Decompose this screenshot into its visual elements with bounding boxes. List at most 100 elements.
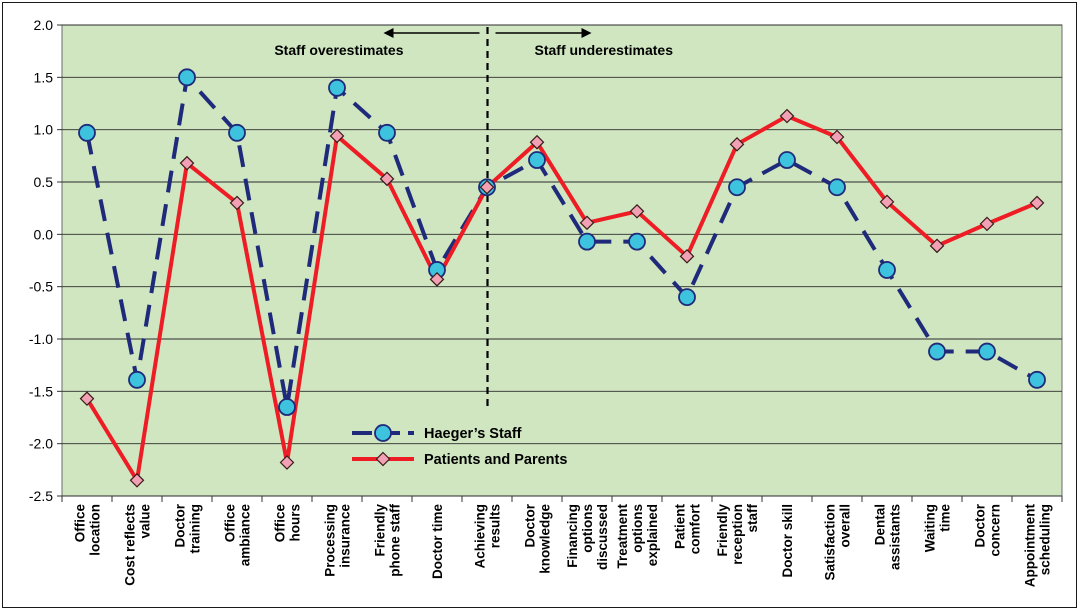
patients-point bbox=[779, 108, 795, 124]
x-tick-label-line: hours bbox=[288, 504, 303, 542]
patients-point bbox=[529, 134, 545, 150]
x-tick-label-line: Achieving bbox=[473, 504, 488, 569]
x-tick-label-line: concern bbox=[988, 504, 1003, 557]
staff-point bbox=[278, 398, 296, 416]
annotation-right: Staff underestimates bbox=[535, 42, 674, 58]
staff-point bbox=[628, 232, 646, 251]
legend-label: Patients and Parents bbox=[424, 452, 567, 468]
y-tick-label: -1.0 bbox=[29, 331, 53, 347]
staff-point bbox=[878, 261, 896, 279]
staff-point bbox=[728, 178, 746, 197]
patients-point bbox=[279, 455, 295, 470]
y-tick-label: 2.0 bbox=[34, 17, 54, 33]
x-tick-label: Friendly phone staff bbox=[373, 503, 403, 576]
staff-point bbox=[978, 342, 996, 361]
patients-point bbox=[129, 472, 145, 488]
patients-point bbox=[679, 248, 695, 264]
x-tick-label: Doctor time bbox=[430, 504, 445, 580]
x-tick-label-line: assistants bbox=[888, 504, 903, 570]
series-line bbox=[85, 75, 1038, 410]
patients-point bbox=[479, 179, 495, 195]
x-tick-label-line: Waiting bbox=[923, 504, 938, 552]
patients-point bbox=[229, 195, 245, 211]
staff-point bbox=[528, 151, 546, 169]
y-tick-label: 0.0 bbox=[34, 226, 54, 242]
staff-point bbox=[778, 151, 796, 169]
x-tick-label: Appointment scheduling bbox=[1023, 504, 1053, 588]
y-tick-label: -0.5 bbox=[29, 279, 53, 295]
staff-point bbox=[1028, 370, 1046, 389]
staff-point bbox=[928, 342, 946, 361]
x-tick-label: Financing options discussed bbox=[565, 504, 610, 570]
x-tick-label-line: training bbox=[188, 504, 203, 554]
x-tick-label: Office ambiance bbox=[223, 504, 253, 567]
x-tick-label-line: explained bbox=[645, 504, 660, 566]
y-tick-label: -1.5 bbox=[29, 383, 53, 399]
x-tick-label-line: results bbox=[488, 504, 503, 548]
x-tick-label-line: knowledge bbox=[538, 504, 553, 574]
patients-point bbox=[629, 203, 645, 219]
x-tick-label: Doctor knowledge bbox=[523, 503, 553, 574]
x-tick-label-line: Cost reflects bbox=[123, 504, 138, 586]
patients-point bbox=[879, 194, 895, 210]
y-axis: 2.0 1.5 1.0 0.5 0.0 -0.5 -1.0 -1.5 -2.0 -2.5 bbox=[29, 17, 62, 504]
x-tick-label: Treatment options explained bbox=[615, 504, 660, 569]
staff-point bbox=[328, 78, 346, 97]
x-tick-label-line: Treatment bbox=[615, 504, 630, 569]
x-tick-label: Doctor concern bbox=[973, 503, 1003, 556]
x-tick-label-line: Dental bbox=[873, 504, 888, 545]
series-lines bbox=[85, 75, 1038, 483]
x-tick-label-line: Appointment bbox=[1023, 504, 1038, 588]
patients-point bbox=[979, 216, 995, 232]
patients-point bbox=[929, 238, 945, 254]
x-tick-label: Office location bbox=[73, 504, 103, 556]
x-tick-label-line: ambiance bbox=[238, 504, 253, 567]
x-tick-label-line: options bbox=[580, 504, 595, 553]
y-tick-label: -2.0 bbox=[29, 436, 53, 452]
x-tick-label: Patient comfort bbox=[673, 503, 703, 554]
x-tick-label-line: staff bbox=[745, 504, 760, 533]
x-tick-label: Friendly reception staff bbox=[715, 504, 760, 565]
x-tick-label: Office hours bbox=[273, 504, 303, 543]
x-tick-label-line: location bbox=[88, 504, 103, 556]
annotation-left: Staff overestimates bbox=[274, 42, 403, 58]
patients-point bbox=[579, 215, 595, 231]
x-tick-label-line: Doctor skill bbox=[780, 504, 795, 578]
x-tick-label-line: overall bbox=[838, 504, 853, 548]
divider-group: Staff overestimates Staff underestimates bbox=[274, 27, 674, 408]
staff-point bbox=[228, 123, 246, 142]
legend-marker bbox=[374, 424, 392, 442]
x-tick-label-line: comfort bbox=[688, 503, 703, 554]
x-tick-label: Achieving results bbox=[473, 504, 503, 569]
staff-point bbox=[828, 178, 846, 197]
legend: Haeger’s Staff Patients and Parents bbox=[352, 424, 567, 468]
x-tick-label: Doctor training bbox=[173, 503, 203, 553]
patients-point bbox=[729, 136, 745, 152]
patients-point bbox=[1029, 195, 1045, 211]
staff-point bbox=[128, 370, 146, 389]
staff-point bbox=[78, 123, 96, 142]
x-tick-label-line: Patient bbox=[673, 504, 688, 550]
series-points bbox=[78, 68, 1046, 488]
x-tick-label-line: Office bbox=[273, 504, 288, 543]
x-tick-label: Satisfaction overall bbox=[823, 504, 853, 581]
x-tick-label-line: Friendly bbox=[715, 504, 730, 557]
x-tick-label-line: time bbox=[938, 504, 953, 532]
staff-point bbox=[378, 123, 396, 142]
staff-point bbox=[178, 68, 196, 87]
x-tick-label-line: Friendly bbox=[373, 504, 388, 557]
x-tick-label-line: insurance bbox=[338, 504, 353, 568]
y-tick-label: 1.5 bbox=[34, 69, 54, 85]
patients-point bbox=[79, 391, 95, 407]
x-tick-label-line: Office bbox=[73, 504, 88, 543]
right-arrow-head bbox=[581, 28, 592, 38]
x-tick-label-line: Doctor time bbox=[430, 504, 445, 580]
x-tick-label: Cost reflects value bbox=[123, 504, 153, 586]
plot-area bbox=[61, 24, 1063, 497]
legend-marker bbox=[375, 451, 391, 467]
x-tick-label-line: Doctor bbox=[973, 503, 988, 547]
x-tick-label-line: Office bbox=[223, 504, 238, 543]
x-tick-label-line: value bbox=[138, 504, 153, 539]
x-tick-label: Processing insurance bbox=[323, 504, 353, 577]
